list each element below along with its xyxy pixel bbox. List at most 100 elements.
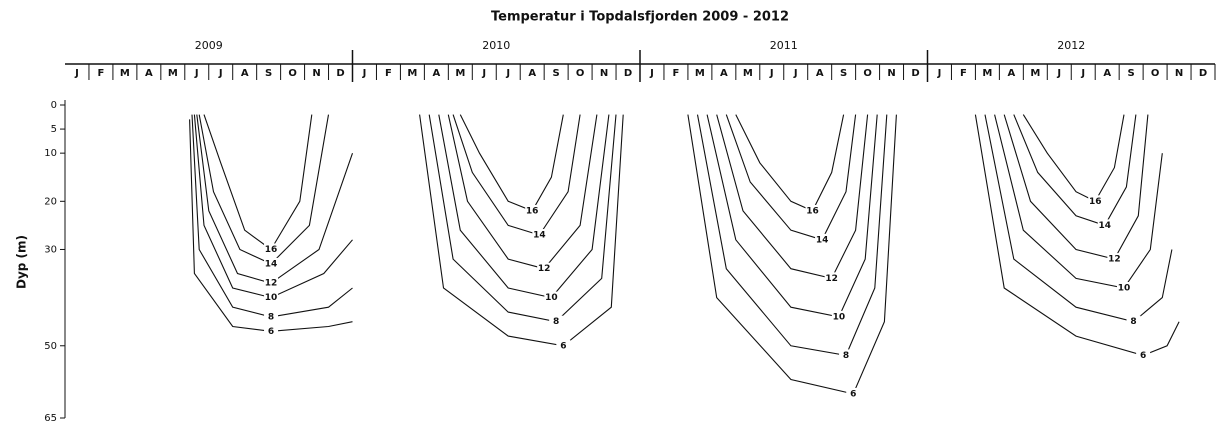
y-tick-label: 65 (44, 413, 57, 423)
month-label: M (407, 68, 417, 79)
isotherm-label: 6 (268, 327, 274, 337)
month-label: A (145, 68, 153, 79)
isotherm-label: 12 (1108, 255, 1121, 265)
isotherm (974, 114, 1180, 356)
isotherm-label: 12 (265, 279, 278, 289)
isotherm (459, 114, 564, 212)
month-label: F (98, 68, 105, 79)
isotherm (198, 114, 330, 265)
isotherm-label-bg (815, 233, 830, 246)
month-label: J (649, 68, 654, 79)
isotherm-label: 10 (265, 293, 278, 303)
year-label: 2009 (195, 39, 223, 52)
isotherm-label: 6 (1140, 351, 1146, 361)
month-label: O (288, 68, 297, 79)
month-label: J (793, 68, 798, 79)
isotherm-label-bg (1107, 253, 1122, 266)
isotherm (725, 114, 857, 241)
isotherm-label: 6 (560, 341, 566, 351)
y-tick-label: 50 (44, 341, 57, 352)
isotherm (438, 114, 610, 299)
month-label: O (1151, 68, 1160, 79)
isotherm (1022, 114, 1125, 203)
month-label: A (1103, 68, 1111, 79)
isotherm-label-bg (264, 325, 279, 338)
isotherm-label-bg (544, 291, 559, 304)
month-label: A (1007, 68, 1015, 79)
y-tick-label: 10 (44, 148, 57, 159)
y-tick-label: 20 (44, 196, 57, 207)
month-label: M (1030, 68, 1040, 79)
isotherm-label-bg (537, 262, 552, 275)
month-label: N (312, 68, 320, 79)
month-label: J (218, 68, 223, 79)
isotherm-label: 10 (545, 293, 558, 303)
isotherm (428, 114, 617, 323)
isotherm-label: 12 (538, 264, 551, 274)
month-label: J (769, 68, 774, 79)
isotherm-label: 16 (526, 206, 539, 216)
y-tick-label: 30 (44, 244, 57, 255)
chart-title: Temperatur i Topdalsfjorden 2009 - 2012 (491, 10, 789, 25)
isotherm (447, 114, 598, 270)
isotherm-label-bg (831, 310, 846, 323)
month-label: J (481, 68, 486, 79)
isotherm-label-bg (1088, 195, 1103, 208)
isotherm-label-bg (839, 349, 854, 362)
isotherm (1013, 114, 1137, 227)
month-label: S (265, 68, 272, 79)
isotherm-label: 16 (806, 206, 819, 216)
y-tick-label: 0 (51, 100, 57, 111)
month-label: J (74, 68, 79, 79)
month-label: S (553, 68, 560, 79)
month-label: M (455, 68, 465, 79)
isotherm-label: 10 (833, 312, 846, 322)
isotherm-label: 8 (268, 312, 274, 322)
isotherm-label: 16 (1089, 197, 1102, 207)
month-label: J (362, 68, 367, 79)
month-label: D (336, 68, 344, 79)
isotherm (452, 114, 581, 236)
isotherm-label-bg (532, 229, 547, 242)
month-label: F (960, 68, 967, 79)
month-label: N (887, 68, 895, 79)
isotherm-label-bg (264, 291, 279, 304)
isotherm (1003, 114, 1149, 260)
y-tick-label: 5 (51, 124, 57, 135)
isotherm-label: 16 (265, 245, 278, 255)
isotherm (419, 114, 624, 347)
month-label: A (528, 68, 536, 79)
isotherm-label: 6 (850, 389, 856, 399)
isotherm-label-bg (264, 257, 279, 270)
month-label: F (673, 68, 680, 79)
month-label: D (624, 68, 632, 79)
month-label: N (1175, 68, 1183, 79)
month-label: J (1080, 68, 1085, 79)
isotherm-label-bg (1126, 315, 1141, 328)
isotherm (696, 114, 888, 357)
isotherm-label: 14 (1099, 221, 1112, 231)
isotherm (203, 114, 313, 251)
isotherm-label: 14 (533, 231, 546, 241)
month-label: A (720, 68, 728, 79)
month-label: O (576, 68, 585, 79)
isotherm-label-bg (1116, 281, 1131, 294)
year-label: 2012 (1057, 39, 1085, 52)
isotherm-label-bg (525, 204, 540, 217)
isotherm-label: 8 (843, 351, 849, 361)
month-label: N (600, 68, 608, 79)
isotherm (706, 114, 878, 318)
isotherm-label-bg (264, 243, 279, 256)
isotherm-label-bg (1136, 349, 1151, 362)
month-label: M (743, 68, 753, 79)
isotherm-label-bg (846, 387, 861, 400)
month-label: J (1056, 68, 1061, 79)
isotherm-label: 12 (825, 274, 838, 284)
isotherm-label-bg (264, 310, 279, 323)
isotherm (687, 114, 897, 395)
month-label: D (1199, 68, 1207, 79)
isotherm (189, 119, 353, 332)
isotherm-label: 8 (553, 317, 559, 327)
